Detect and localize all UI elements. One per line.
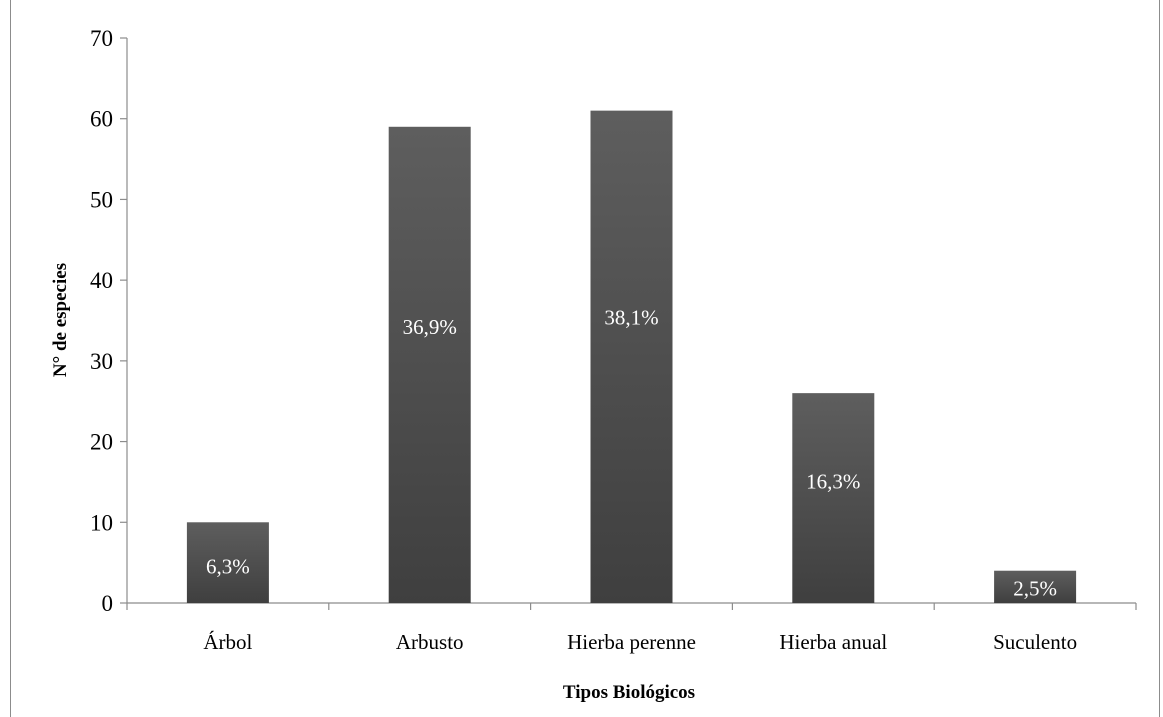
bar bbox=[792, 393, 875, 603]
data-label: 2,5% bbox=[1013, 576, 1057, 600]
x-tick-label: Arbusto bbox=[396, 630, 464, 654]
x-tick-label: Hierba anual bbox=[779, 630, 887, 654]
x-tick-label: Suculento bbox=[993, 630, 1077, 654]
y-tick-label: 50 bbox=[90, 187, 113, 212]
y-tick-label: 60 bbox=[90, 107, 113, 132]
x-tick-label: Árbol bbox=[203, 630, 252, 654]
labels: Árbol 6,3% Arbusto 36,9% Hierba perenne 38,1%… bbox=[203, 305, 1077, 654]
bar bbox=[388, 126, 471, 604]
y-axis-title: N° de especies bbox=[50, 263, 71, 377]
bars bbox=[186, 110, 1077, 604]
y-tick-label: 70 bbox=[90, 26, 113, 51]
bar bbox=[590, 110, 673, 604]
data-label: 38,1% bbox=[604, 305, 658, 329]
data-label: 6,3% bbox=[206, 555, 250, 579]
bar bbox=[186, 522, 269, 603]
x-axis-title: Tipos Biológicos bbox=[563, 682, 695, 703]
y-tick-label: 20 bbox=[90, 430, 113, 455]
bar bbox=[994, 570, 1077, 603]
data-label: 16,3% bbox=[806, 469, 860, 493]
y-tick-label: 10 bbox=[90, 510, 113, 535]
x-tick-label: Hierba perenne bbox=[567, 630, 696, 654]
data-label: 36,9% bbox=[403, 315, 457, 339]
y-tick-label: 30 bbox=[90, 349, 113, 374]
y-tick-label: 40 bbox=[90, 268, 113, 293]
y-tick-label: 0 bbox=[102, 591, 114, 616]
